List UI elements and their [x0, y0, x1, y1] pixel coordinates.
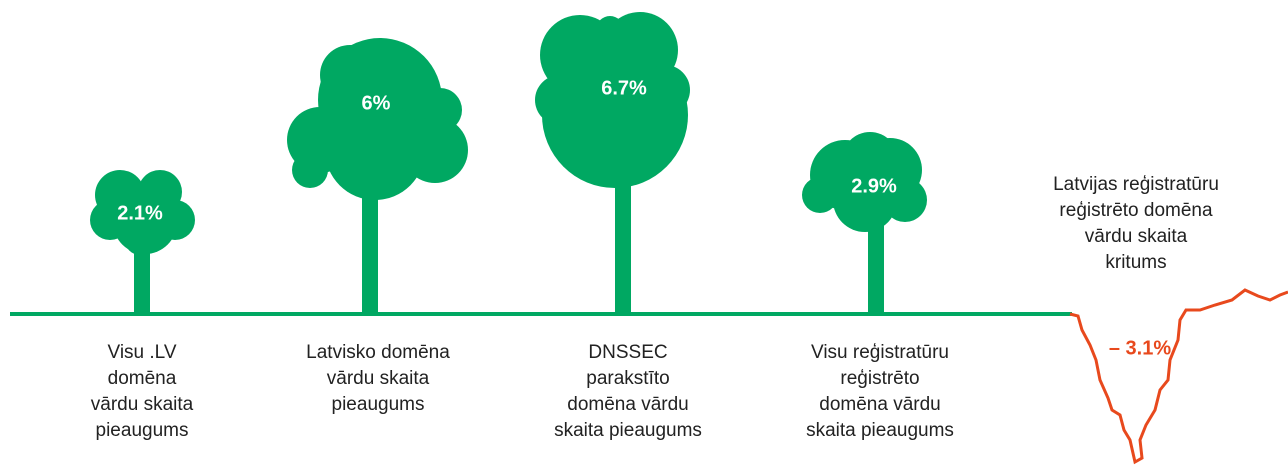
tree-4	[802, 132, 927, 314]
item-label: Visu .LV	[107, 342, 176, 363]
value-label: 6.7%	[601, 77, 647, 99]
item-label: pieaugums	[332, 394, 425, 415]
item-label: DNSSEC	[588, 342, 667, 363]
tree-2	[287, 38, 468, 314]
item-label: skaita pieaugums	[806, 420, 954, 441]
item-label: reģistrēto	[840, 368, 919, 389]
value-label: 2.9%	[851, 175, 897, 197]
item-label: vārdu skaita	[327, 368, 430, 389]
item-label: skaita pieaugums	[554, 420, 702, 441]
item-label: domēna vārdu	[819, 394, 940, 415]
decline-label: kritums	[1105, 252, 1166, 273]
tree-3	[535, 12, 690, 314]
tree-1	[90, 170, 195, 314]
item-label: Latvisko domēna	[306, 342, 450, 363]
decline-value: – 3.1%	[1109, 337, 1171, 359]
decline-label: vārdu skaita	[1085, 226, 1188, 247]
item-label: parakstīto	[586, 368, 669, 389]
item-label: Visu reģistratūru	[811, 342, 949, 363]
decline-label: Latvijas reģistratūru	[1053, 174, 1219, 195]
item-label: pieaugums	[96, 420, 189, 441]
value-label: 6%	[362, 92, 391, 114]
item-label: vārdu skaita	[91, 394, 194, 415]
value-label: 2.1%	[117, 202, 163, 224]
item-label: domēna vārdu	[567, 394, 688, 415]
decline-line	[1069, 288, 1288, 465]
decline-label: reģistrēto domēna	[1059, 200, 1213, 221]
item-label: domēna	[108, 368, 177, 389]
